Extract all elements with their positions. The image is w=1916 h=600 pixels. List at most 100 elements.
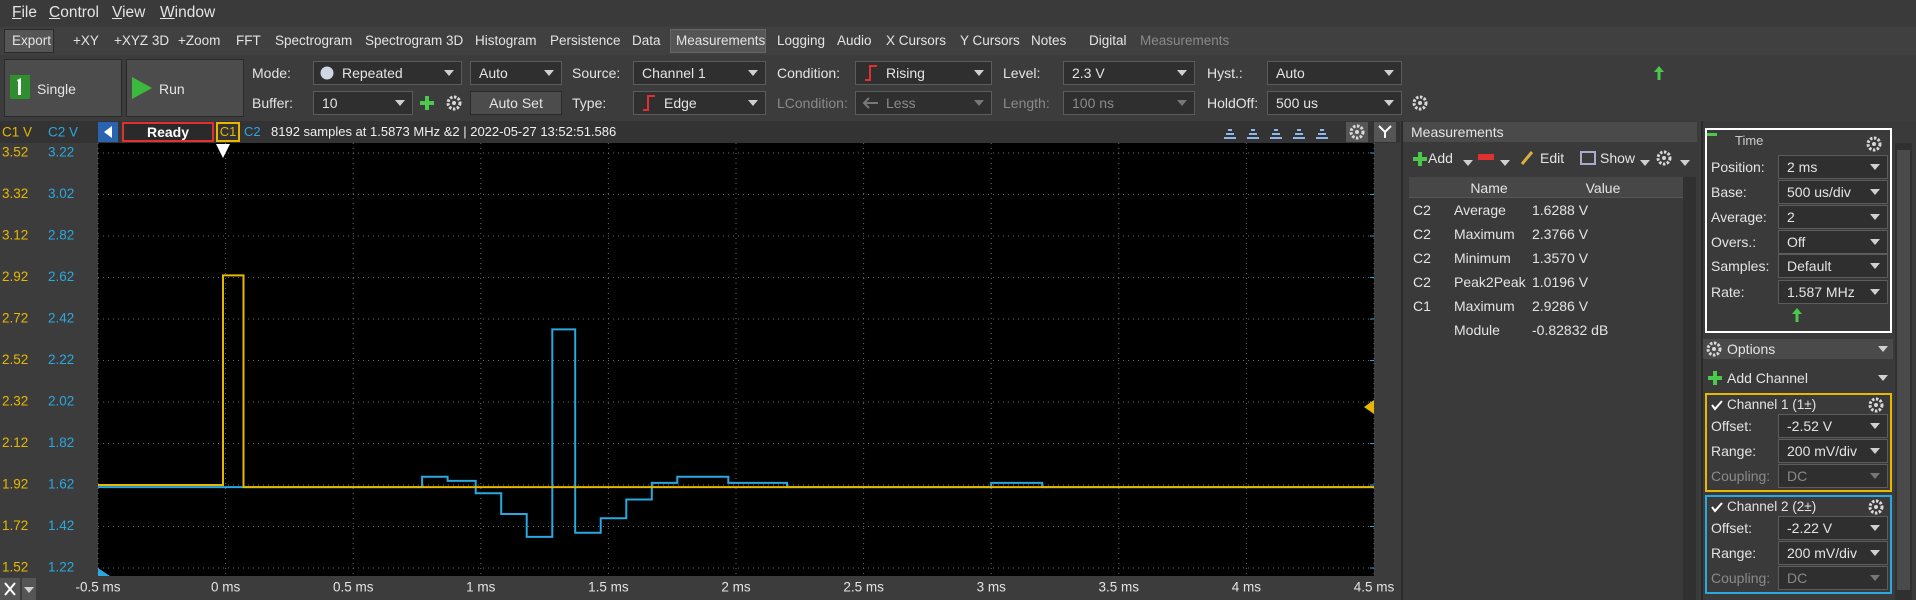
gear-icon[interactable] xyxy=(1866,136,1882,152)
dropdown-arrow[interactable] xyxy=(1870,164,1880,170)
dropdown-arrow[interactable] xyxy=(974,100,984,106)
dropdown-arrow[interactable] xyxy=(24,587,34,593)
field-select[interactable]: -2.52 V xyxy=(1778,414,1888,438)
condition-select[interactable]: Rising xyxy=(855,61,992,85)
menu-item[interactable]: View xyxy=(112,4,146,21)
dropdown-arrow[interactable] xyxy=(1870,263,1880,269)
check-icon[interactable] xyxy=(1711,502,1723,513)
dropdown-arrow[interactable] xyxy=(1177,100,1187,106)
dropdown-arrow[interactable] xyxy=(1870,214,1880,220)
type-select[interactable]: Edge xyxy=(633,91,766,115)
toolbar-item[interactable]: Audio xyxy=(837,33,872,48)
toolbar-item[interactable]: Spectrogram 3D xyxy=(365,33,464,48)
c2-badge[interactable]: C2 xyxy=(244,124,261,139)
gear-icon[interactable] xyxy=(1868,397,1884,413)
field-select[interactable]: 500 us/div xyxy=(1778,180,1888,204)
dropdown-arrow[interactable] xyxy=(1870,423,1880,429)
field-select[interactable]: Default xyxy=(1778,254,1888,278)
dropdown-arrow[interactable] xyxy=(1177,70,1187,76)
dropdown-arrow[interactable] xyxy=(1384,70,1394,76)
dropdown-arrow[interactable] xyxy=(1870,239,1880,245)
mode-select[interactable]: Repeated xyxy=(313,61,462,85)
dropdown-arrow[interactable] xyxy=(1870,289,1880,295)
toolbar-item[interactable]: FFT xyxy=(236,33,261,48)
toolbar-item[interactable]: Measurements xyxy=(1140,33,1230,48)
field-select[interactable]: DC xyxy=(1778,464,1888,488)
view-tool[interactable] xyxy=(1245,124,1261,140)
field-select[interactable]: -2.22 V xyxy=(1778,516,1888,540)
gear-icon[interactable] xyxy=(1706,341,1722,357)
auto-set-button[interactable]: Auto Set xyxy=(470,91,562,115)
view-tool[interactable] xyxy=(1222,124,1238,140)
show-icon[interactable] xyxy=(1580,151,1596,165)
buffer-input[interactable]: 10 xyxy=(313,91,413,115)
toolbar-item[interactable]: Measurements xyxy=(676,33,766,48)
holdoff-select[interactable]: 500 us xyxy=(1267,91,1402,115)
collapse-icon[interactable] xyxy=(1707,133,1717,136)
hyst-select[interactable]: Auto xyxy=(1267,61,1402,85)
dropdown-arrow[interactable] xyxy=(1870,473,1880,479)
toolbar-item[interactable]: +XY xyxy=(73,33,99,48)
toolbar-item[interactable]: Export xyxy=(12,33,52,48)
dropdown-arrow[interactable] xyxy=(1870,448,1880,454)
level-select[interactable]: 2.3 V xyxy=(1063,61,1195,85)
toolbar-item[interactable]: Notes xyxy=(1031,33,1067,48)
gear-icon[interactable] xyxy=(1412,95,1428,111)
gear-icon[interactable] xyxy=(446,95,462,111)
add-button[interactable]: Add xyxy=(1428,150,1453,166)
dropdown-arrow[interactable] xyxy=(1878,375,1888,381)
dropdown-arrow[interactable] xyxy=(1870,575,1880,581)
dropdown-arrow[interactable] xyxy=(395,100,405,106)
dropdown-arrow[interactable] xyxy=(1500,160,1510,166)
dropdown-arrow[interactable] xyxy=(1640,160,1650,166)
dropdown-arrow[interactable] xyxy=(444,70,454,76)
field-select[interactable]: 200 mV/div xyxy=(1778,439,1888,463)
dropdown-arrow[interactable] xyxy=(1384,100,1394,106)
view-tool[interactable] xyxy=(1291,124,1307,140)
field-select[interactable]: DC xyxy=(1778,566,1888,590)
toolbar-item[interactable]: Spectrogram xyxy=(275,33,353,48)
c1-badge[interactable]: C1 xyxy=(216,122,240,142)
show-button[interactable]: Show xyxy=(1600,150,1636,166)
toolbar-item[interactable]: +Zoom xyxy=(178,33,221,48)
view-tool[interactable] xyxy=(1314,124,1330,140)
toolbar-item[interactable]: Logging xyxy=(777,33,826,48)
dropdown-arrow[interactable] xyxy=(748,70,758,76)
gear-icon[interactable] xyxy=(1656,150,1672,166)
dropdown-arrow[interactable] xyxy=(1463,160,1473,166)
dropdown-arrow[interactable] xyxy=(1870,189,1880,195)
field-select[interactable]: Off xyxy=(1778,230,1888,254)
toolbar-item[interactable]: Y Cursors xyxy=(960,33,1020,48)
dropdown-arrow[interactable] xyxy=(544,70,554,76)
options-row[interactable] xyxy=(1703,339,1893,359)
length-select[interactable]: 100 ns xyxy=(1063,91,1195,115)
menu-item[interactable]: Control xyxy=(49,4,99,21)
gear-icon[interactable] xyxy=(1349,124,1365,140)
check-icon[interactable] xyxy=(1711,400,1723,411)
field-select[interactable]: 200 mV/div xyxy=(1778,541,1888,565)
toolbar-item[interactable]: +XYZ 3D xyxy=(114,33,170,48)
field-select[interactable]: 1.587 MHz xyxy=(1778,280,1888,304)
menu-item[interactable]: Window xyxy=(160,4,216,21)
edit-icon[interactable] xyxy=(1520,150,1534,166)
dropdown-arrow[interactable] xyxy=(1878,346,1888,352)
toolbar-item[interactable]: Persistence xyxy=(550,33,621,48)
gear-icon[interactable] xyxy=(1868,499,1884,515)
toolbar-item[interactable]: Digital xyxy=(1089,33,1127,48)
source-select[interactable]: Channel 1 xyxy=(633,61,766,85)
add-channel-button[interactable]: Add Channel xyxy=(1727,370,1808,386)
remove-icon[interactable] xyxy=(1478,154,1494,162)
dropdown-arrow[interactable] xyxy=(1870,525,1880,531)
dropdown-arrow[interactable] xyxy=(748,100,758,106)
edit-button[interactable]: Edit xyxy=(1540,150,1565,166)
dropdown-arrow[interactable] xyxy=(1870,550,1880,556)
toolbar-item[interactable]: Histogram xyxy=(475,33,537,48)
toolbar-item[interactable]: Data xyxy=(632,33,661,48)
toolbar-item[interactable]: X Cursors xyxy=(886,33,947,48)
view-tool[interactable] xyxy=(1268,124,1284,140)
field-select[interactable]: 2 ms xyxy=(1778,155,1888,179)
dropdown-arrow[interactable] xyxy=(1680,160,1690,166)
field-select[interactable]: 2 xyxy=(1778,205,1888,229)
dropdown-arrow[interactable] xyxy=(974,70,984,76)
menu-item[interactable]: File xyxy=(12,4,37,21)
